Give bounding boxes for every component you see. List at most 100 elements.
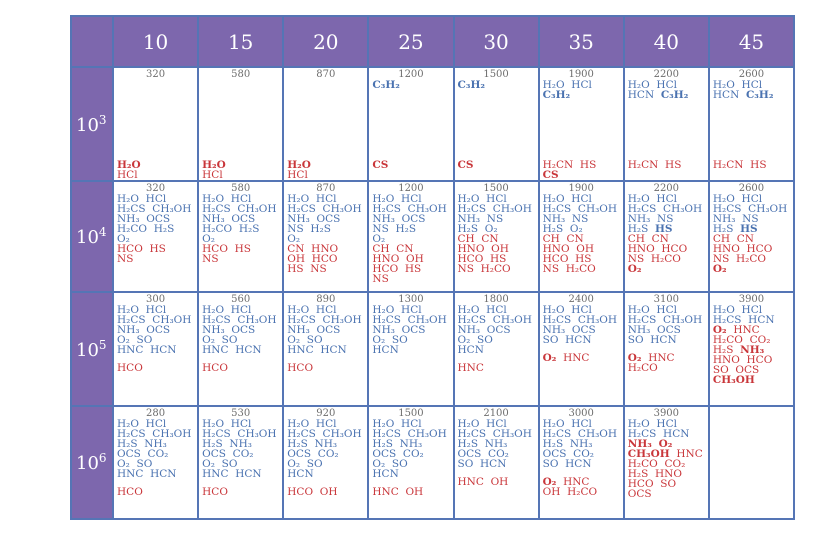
molecule-label: HCl bbox=[145, 304, 167, 316]
molecule-label: OCS bbox=[287, 448, 312, 460]
grid-cell: 320 H₂O HCl H₂CS CH₃OH NH₃ OCS H₂CO H₂S O₂ HCO… bbox=[111, 180, 200, 293]
red-molecule-line: HNO HCO bbox=[713, 355, 790, 366]
molecule-label: NH₃ bbox=[117, 324, 140, 336]
blue-molecule-line: HNC HCN bbox=[117, 469, 194, 480]
blue-molecule-line: O₂ bbox=[287, 234, 364, 245]
blue-molecule-line: H₂O HCl bbox=[117, 304, 194, 316]
row-header: 105 bbox=[70, 291, 114, 407]
molecule-label: NH₃ bbox=[712, 213, 736, 225]
blue-molecule-line: NH₃ OCS bbox=[287, 325, 364, 336]
blue-molecule-line: H₂CS HCN bbox=[628, 429, 705, 440]
blue-molecule-line: H₂S NH₃ bbox=[458, 439, 535, 450]
blue-molecule-line: NS H₂S bbox=[287, 223, 364, 235]
molecule-label: HNC bbox=[202, 468, 229, 480]
blue-molecule-line: O₂ SO bbox=[117, 458, 194, 470]
molecule-label: HS bbox=[287, 263, 304, 275]
molecule-label: OH bbox=[490, 476, 509, 488]
molecule-label: OH bbox=[542, 486, 561, 498]
molecule-label: SO bbox=[457, 458, 474, 470]
molecule-label: H₂S bbox=[202, 438, 223, 450]
molecule-label: H₂S bbox=[287, 438, 308, 450]
molecule-label: H₂S bbox=[310, 223, 331, 235]
temperature-label: 320 bbox=[146, 183, 166, 194]
molecule-label: SO bbox=[136, 458, 153, 470]
red-molecule-line: CS bbox=[458, 160, 474, 171]
molecule-label: HCO bbox=[202, 486, 228, 498]
molecule-label: OH bbox=[319, 486, 338, 498]
blue-molecule-line: OCS CO₂ bbox=[202, 449, 279, 460]
molecule-label: H₂S bbox=[542, 438, 564, 450]
molecule-label: CH₃OH bbox=[237, 428, 277, 440]
molecule-label: HNC bbox=[457, 362, 484, 374]
temperature-label: 300 bbox=[146, 294, 166, 305]
molecule-label: CH₃OH bbox=[748, 203, 788, 215]
molecule-label: HCN bbox=[565, 458, 592, 470]
grid-cell: 2200 H₂O HCl HCN C₃H₂ H₂CN HS bbox=[622, 66, 710, 182]
grid-cell: 870 H₂O HCl H₂CS CH₃OH NH₃ OCS NS H₂S O₂ CN HN… bbox=[282, 180, 370, 293]
blue-molecule-line: H₂O HCl bbox=[287, 194, 364, 205]
molecule-label: HCO bbox=[287, 362, 314, 374]
blue-molecule-line: H₂S HS bbox=[628, 223, 705, 235]
molecule-label: HNC bbox=[648, 352, 675, 364]
molecule-label: CH₃OH bbox=[663, 203, 703, 215]
blue-molecule-line: H₂CS CH₃OH bbox=[117, 429, 194, 440]
molecule-label: HNC bbox=[287, 344, 314, 356]
molecule-label: CN bbox=[396, 243, 414, 255]
molecule-label: O₂ bbox=[542, 352, 557, 364]
red-molecule-line: HCO HS bbox=[458, 254, 535, 265]
molecule-label: HS bbox=[234, 243, 251, 255]
red-molecule-line: OH HCO bbox=[287, 254, 364, 265]
molecule-label: HCl bbox=[571, 193, 592, 205]
molecule-label: O₂ bbox=[117, 334, 130, 346]
molecule-label: CN bbox=[736, 233, 754, 245]
red-molecule-line: CH₃OH HNC bbox=[628, 449, 705, 460]
row-label-exponent: 4 bbox=[98, 225, 107, 239]
molecule-label: CH₃OH bbox=[492, 314, 532, 326]
molecule-label: HS bbox=[579, 159, 597, 171]
blue-molecule-line: NH₃ NS bbox=[712, 213, 790, 225]
grid-cell: 530 H₂O HCl H₂CS CH₃OH H₂S NH₃ OCS CO₂ O₂ SO H… bbox=[197, 405, 285, 520]
molecule-label: HCO bbox=[117, 243, 143, 255]
molecule-label: NS bbox=[310, 263, 327, 275]
molecule-label: HS bbox=[655, 223, 673, 235]
molecule-label: NH₃ bbox=[569, 438, 593, 450]
red-molecule-line: NS bbox=[372, 274, 449, 285]
molecule-label: NS bbox=[486, 213, 504, 225]
red-molecule-line: H₂CO CO₂ bbox=[713, 335, 790, 346]
blue-molecule-line: NS H₂S bbox=[372, 224, 449, 235]
column-header: 20 bbox=[282, 15, 370, 68]
blue-molecule-line: NH₃ OCS bbox=[628, 325, 705, 336]
row-label-base: 10 bbox=[76, 453, 99, 474]
molecule-label: NH₃ bbox=[314, 438, 338, 450]
molecule-label: HS bbox=[149, 243, 166, 255]
temperature-label: 1500 bbox=[398, 408, 424, 419]
molecule-label: CO₂ bbox=[147, 448, 169, 460]
blue-molecule-line: NH₃ OCS bbox=[117, 324, 194, 336]
molecule-label: SO bbox=[712, 364, 729, 376]
column-header: 25 bbox=[367, 15, 455, 68]
molecule-label: O₂ bbox=[542, 476, 557, 488]
molecule-label: H₂CS bbox=[372, 203, 401, 215]
molecule-label: CH₃OH bbox=[237, 314, 277, 326]
blue-molecule-line: O₂ SO bbox=[117, 334, 194, 346]
molecule-label: C₃H₂ bbox=[745, 89, 774, 101]
molecule-label: HNC bbox=[457, 476, 484, 488]
blue-molecule-line: O₂ SO bbox=[372, 458, 449, 470]
blue-molecule-line: O₂ SO bbox=[458, 335, 535, 346]
blue-molecule-line: H₂CS CH₃OH bbox=[287, 429, 364, 440]
blue-molecule-line: HCN bbox=[287, 469, 364, 480]
blue-molecule-line: H₂CS CH₃OH bbox=[117, 314, 194, 326]
molecule-label: H₂O bbox=[542, 418, 565, 430]
red-molecule-line: HNO HCO bbox=[628, 244, 705, 255]
blue-molecule-line: OCS CO₂ bbox=[372, 448, 449, 460]
molecule-label: HCN bbox=[457, 344, 484, 356]
molecule-label: CH bbox=[712, 233, 731, 245]
molecule-label: CO₂ bbox=[402, 448, 424, 460]
temperature-label: 320 bbox=[146, 69, 166, 80]
molecule-label: HNO bbox=[712, 243, 740, 255]
grid-cell: 3100 H₂O HCl H₂CS CH₃OH NH₃ OCS SO HCN O₂ HNC… bbox=[622, 291, 710, 407]
molecule-label: O₂ bbox=[372, 458, 386, 470]
molecule-label: CN bbox=[287, 243, 305, 255]
molecule-label: H₂CS bbox=[117, 314, 146, 326]
molecule-label: O₂ bbox=[712, 263, 727, 275]
